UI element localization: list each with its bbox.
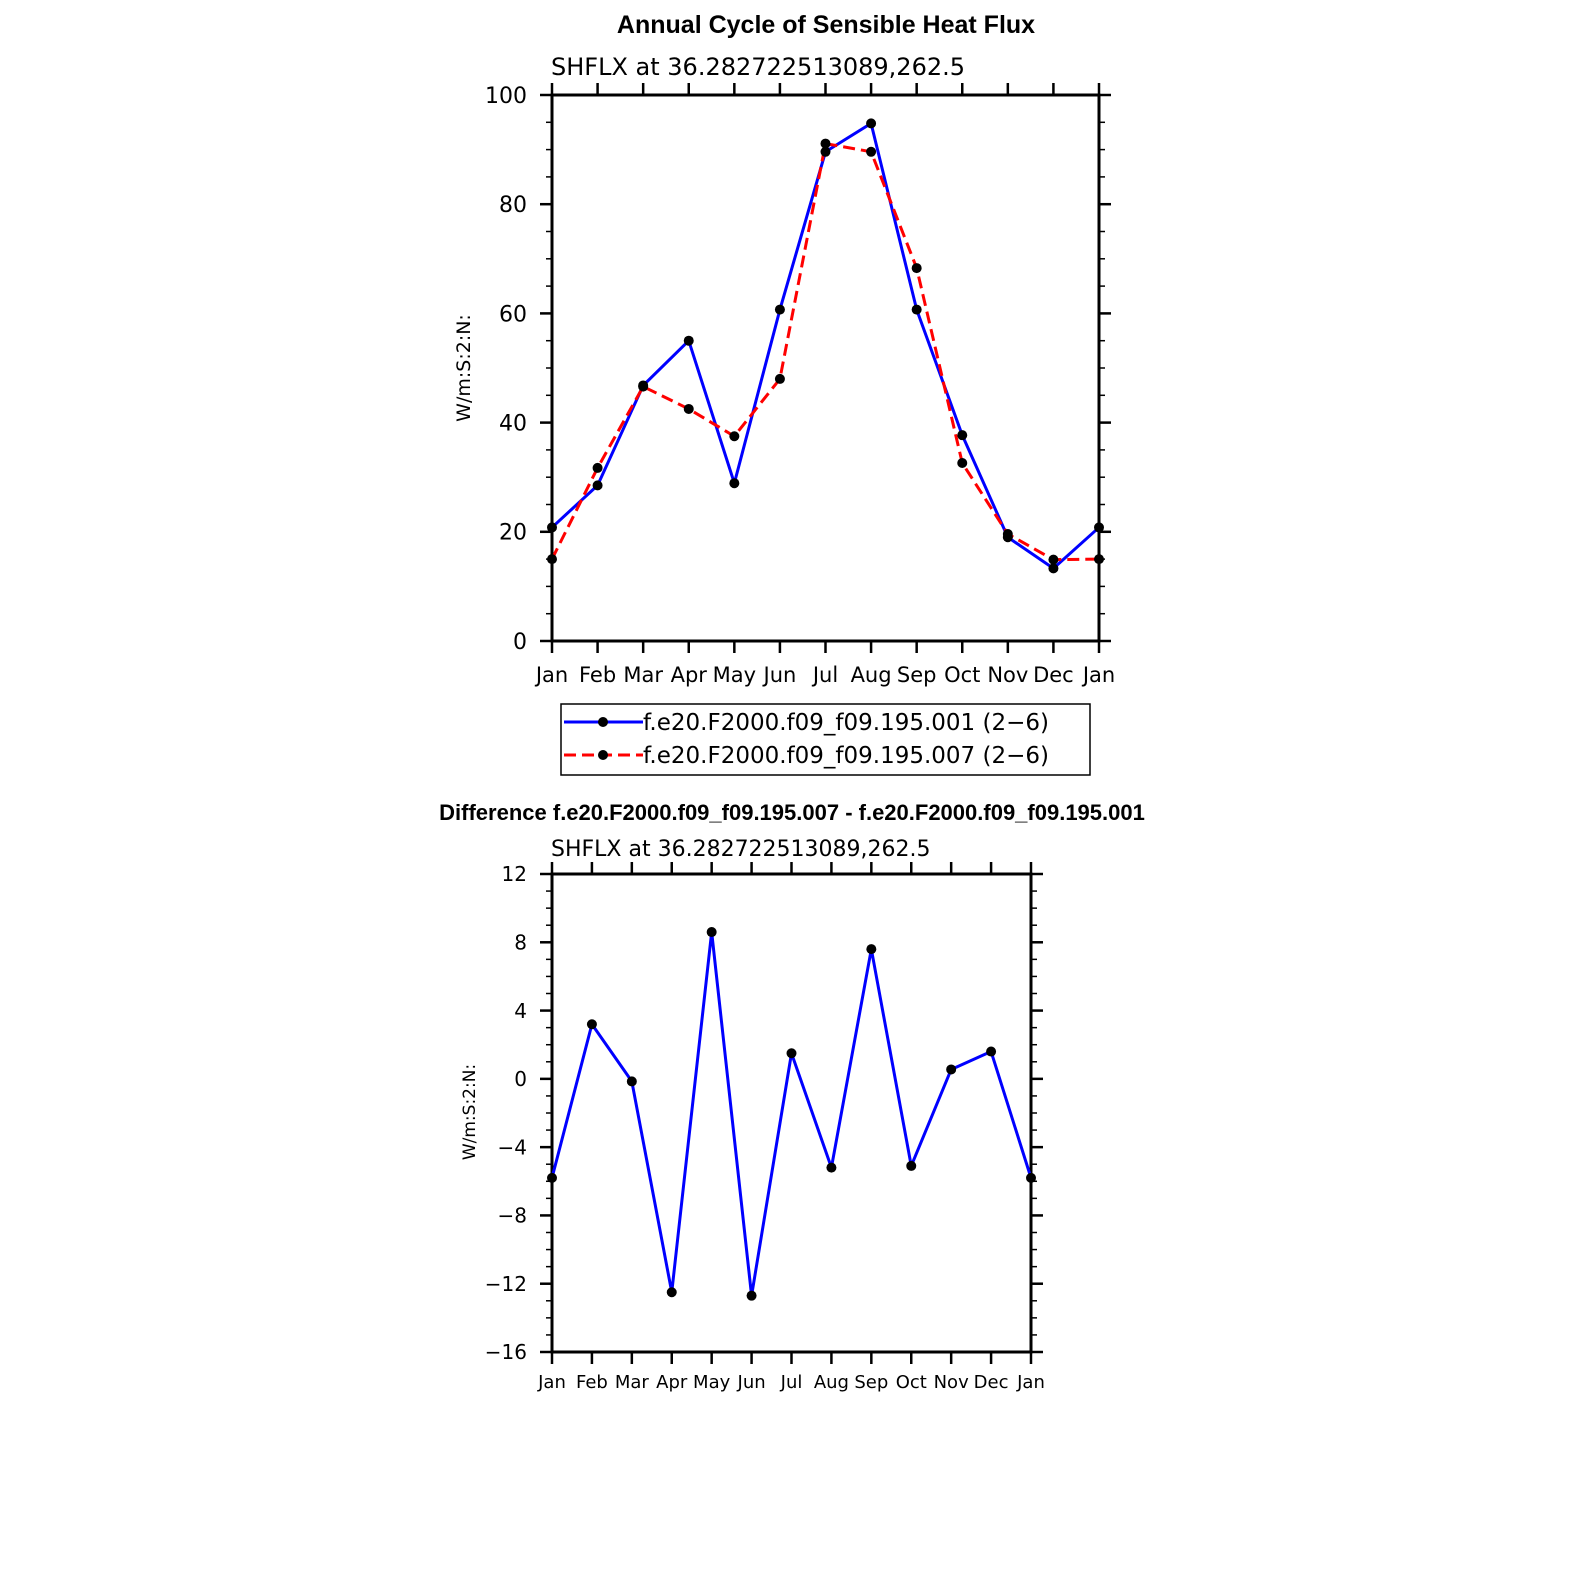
chart1-series-1-line	[550, 121, 1101, 570]
chart1-series-1-point	[820, 146, 831, 157]
chart2-ytick-label: 8	[514, 930, 527, 954]
chart2-ytick-label: 4	[514, 999, 527, 1023]
chart1-xtick-label: Nov	[987, 663, 1028, 687]
chart2-xtick-label: Oct	[896, 1372, 927, 1393]
chart2-series-1-point	[586, 1019, 597, 1030]
chart1-series-2-point	[683, 403, 694, 414]
chart1-xtick-label: Feb	[579, 663, 616, 687]
chart1-series-2-point	[1094, 554, 1104, 565]
chart1-series-1-point	[1094, 522, 1104, 533]
chart1-series-2-point	[1002, 528, 1013, 539]
chart1-series-2-point	[774, 373, 785, 384]
chart2-xtick-label: Mar	[615, 1372, 650, 1393]
chart2-series-1-point	[786, 1048, 797, 1059]
chart1-series-1-point	[1048, 563, 1059, 574]
chart1-ytick-label: 100	[485, 84, 527, 109]
chart2-series-1-point	[666, 1287, 677, 1298]
chart1-xtick-label: Aug	[851, 663, 892, 687]
chart2-series-1-point	[866, 944, 877, 955]
chart1-xtick-label: Apr	[671, 663, 708, 687]
chart2-series-1-point	[826, 1162, 837, 1173]
chart1-series-1-point	[911, 304, 922, 315]
chart1-series-2-point	[638, 381, 649, 392]
chart1-ytick-label: 20	[499, 521, 527, 546]
chart2-xtick-label: Nov	[934, 1372, 969, 1393]
chart2-series-1-point	[547, 1172, 557, 1183]
chart2-xtick-label: Sep	[854, 1372, 888, 1393]
chart1-ytick-label: 80	[499, 193, 527, 218]
legend-label-1: f.e20.F2000.f09_f09.195.001 (2−6)	[643, 710, 1049, 736]
legend-marker-2	[598, 750, 608, 760]
chart1-series-1-point	[547, 522, 557, 533]
chart2-series-1-point	[626, 1076, 637, 1087]
chart2-xtick-label: Aug	[814, 1372, 849, 1393]
chart2-xtick-label: Dec	[974, 1372, 1009, 1393]
chart2-subtitle: SHFLX at 36.282722513089,262.5	[551, 837, 931, 862]
chart1-series-1-point	[683, 335, 694, 346]
chart1-series-1-point	[866, 118, 877, 129]
chart1-title: Annual Cycle of Sensible Heat Flux	[617, 11, 1035, 39]
chart2-ytick-label: −4	[498, 1135, 527, 1159]
chart2-series-1-point	[906, 1160, 917, 1171]
chart1-xtick-label: Mar	[623, 663, 663, 687]
chart1-xtick-label: Oct	[944, 663, 980, 687]
chart1-xtick-label: Jun	[762, 663, 797, 687]
chart2-xtick-label: Feb	[576, 1372, 608, 1393]
chart2-ytick-label: 12	[502, 862, 527, 886]
chart1-series-2-point	[820, 138, 831, 149]
chart1-series-2-point	[866, 146, 877, 157]
chart1-subtitle: SHFLX at 36.282722513089,262.5	[551, 53, 965, 81]
chart2-ytick-label: 0	[514, 1067, 527, 1091]
chart1-series-2-point	[1048, 554, 1059, 565]
chart1-frame	[550, 93, 1101, 643]
chart1-series-2-point	[592, 462, 603, 473]
chart1-ytick-label: 60	[499, 302, 527, 327]
chart1-series-2-line	[550, 142, 1100, 562]
chart2-xtick-label: Jan	[1016, 1372, 1045, 1393]
chart2-ytick-label: −8	[498, 1204, 527, 1228]
chart2-series-1-point	[946, 1064, 957, 1075]
chart1-xtick-label: Jan	[1081, 663, 1115, 687]
chart1-legend: f.e20.F2000.f09_f09.195.001 (2−6) f.e20.…	[560, 703, 1091, 776]
chart1-ytick-label: 40	[499, 412, 527, 437]
chart1-xtick-label: Dec	[1033, 663, 1074, 687]
chart1-series-1-point	[957, 430, 968, 441]
chart1-xtick-label: Jan	[534, 663, 568, 687]
chart2-plot: −16 −12 −8 −4 0 4 8 12 Jan Feb Mar Apr May Jun Jul Aug S…	[485, 862, 1045, 1393]
chart1-series-2-point	[957, 458, 968, 469]
legend-label-2: f.e20.F2000.f09_f09.195.007 (2−6)	[643, 743, 1049, 769]
chart2-xtick-label: Jan	[537, 1372, 566, 1393]
chart2-title: Difference f.e20.F2000.f09_f09.195.007 -…	[439, 800, 1145, 825]
legend-marker-1	[598, 717, 608, 727]
chart1-series-1-point	[774, 304, 785, 315]
chart1-xtick-label: Jul	[811, 663, 838, 687]
chart1-plot: 0 20 40 60 80 100 Jan Feb Mar Apr May Jun Jul Aug Sep O…	[485, 83, 1115, 687]
chart2-xtick-label: May	[693, 1372, 731, 1393]
chart2-series-1-point	[746, 1290, 757, 1301]
chart1-xtick-label: Sep	[897, 663, 937, 687]
chart2-xtick-label: Jul	[780, 1372, 803, 1393]
chart2-series-1-point	[986, 1046, 997, 1057]
chart1-xtick-label: May	[713, 663, 756, 687]
chart2-xtick-label: Apr	[656, 1372, 688, 1393]
chart2-frame	[550, 872, 1033, 1354]
chart2-ytick-label: −16	[485, 1340, 527, 1364]
chart1-ytick-label: 0	[513, 630, 527, 655]
chart2-series-1-point	[706, 927, 717, 938]
chart1-series-2-point	[729, 431, 740, 442]
legend-box	[560, 703, 1091, 776]
chart2-xtick-label: Jun	[737, 1372, 766, 1393]
chart1-series-2-point	[547, 554, 557, 565]
chart2-ylabel: W/m:S:2:N:	[460, 1064, 480, 1160]
chart2-ytick-label: −12	[485, 1272, 527, 1296]
chart1-ylabel: W/m:S:2:N:	[453, 314, 475, 422]
chart2-series-1-point	[1026, 1172, 1036, 1183]
chart1-series-2-point	[911, 263, 922, 274]
chart2-series-1-line	[550, 930, 1033, 1298]
chart1-series-1-point	[729, 478, 740, 489]
chart1-series-1-point	[592, 480, 603, 491]
